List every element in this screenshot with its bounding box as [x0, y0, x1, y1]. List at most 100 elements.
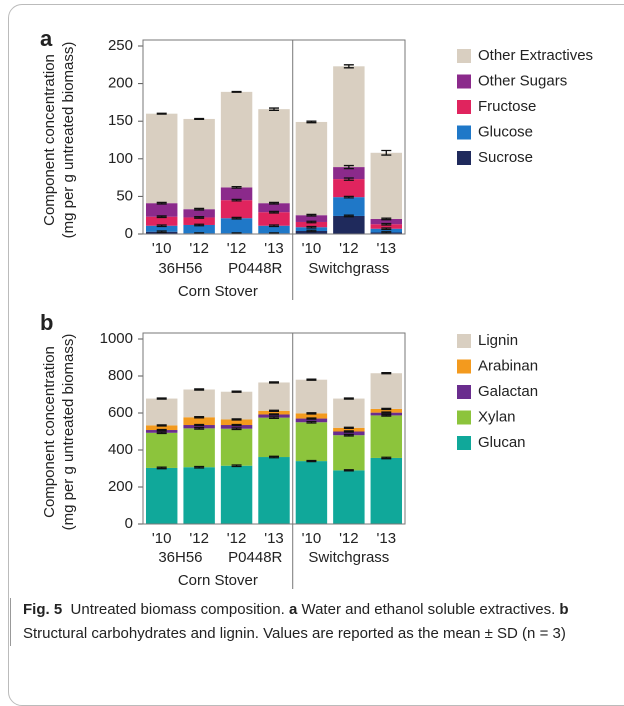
error-bar	[381, 217, 392, 221]
bar-segment	[258, 410, 290, 415]
bar-segment	[183, 428, 215, 468]
error-bar	[306, 420, 317, 424]
bar-segment	[145, 113, 178, 204]
error-bar	[269, 210, 279, 214]
error-bar	[381, 231, 392, 234]
group-label: Switchgrass	[308, 549, 389, 566]
page: a Component concentration (mg per g untrea…	[8, 4, 624, 706]
x-tick-label: '10	[152, 530, 172, 547]
legend-label: Glucan	[478, 434, 526, 451]
x-tick-label: '12	[227, 530, 247, 547]
y-tick-label: 600	[108, 404, 133, 421]
error-bar	[343, 426, 354, 430]
legend-swatch	[457, 359, 471, 374]
y-axis-label: Component concentration	[41, 346, 58, 518]
bar-segment	[220, 465, 253, 524]
error-bar	[343, 469, 354, 472]
y-axis-label: (mg per g untreated biomass)	[60, 334, 77, 531]
bar-segment	[220, 187, 253, 201]
bar-segment	[145, 467, 178, 524]
bar-segment	[370, 415, 403, 458]
bar-segment	[220, 218, 253, 234]
bar-segment	[183, 389, 215, 418]
x-tick-label: '13	[264, 240, 284, 257]
legend-swatch	[457, 410, 471, 425]
error-bar	[306, 229, 317, 233]
legend-swatch	[457, 151, 471, 165]
bar-segment	[220, 425, 253, 429]
caption-a-text: Water and ethanol soluble extractives.	[301, 601, 556, 618]
error-bar	[156, 201, 167, 205]
error-bar	[381, 149, 392, 156]
bar-segment	[370, 228, 403, 233]
bar-segment	[370, 218, 403, 225]
bar-segment	[258, 414, 290, 418]
bar-segment	[183, 118, 215, 210]
error-bar	[194, 388, 205, 391]
x-tick-label: '10	[152, 240, 172, 257]
bar-segment	[333, 66, 365, 168]
x-tick-label: '13	[377, 530, 397, 547]
bar-segment	[295, 418, 328, 423]
error-bar	[306, 220, 317, 224]
legend-swatch	[457, 49, 471, 63]
bar-segment	[145, 203, 178, 217]
bar-segment	[295, 221, 328, 228]
panel-label: a	[40, 26, 53, 51]
error-bar	[194, 416, 205, 419]
legend-swatch	[457, 125, 471, 140]
error-bar	[381, 414, 392, 417]
error-bar	[381, 407, 392, 411]
bar-segment	[145, 398, 178, 426]
x-tick-label: '10	[302, 240, 322, 257]
x-tick-label: '12	[227, 240, 247, 257]
error-bar	[381, 456, 392, 460]
error-bar	[343, 433, 354, 437]
bar-segment	[333, 197, 365, 216]
y-tick-label: 1000	[100, 330, 133, 347]
y-tick-label: 0	[125, 515, 133, 532]
legend-label: Glucose	[478, 123, 533, 140]
plot-frame	[142, 39, 406, 235]
legend-label: Xylan	[478, 408, 516, 425]
error-bar	[269, 455, 279, 459]
error-bar	[381, 222, 392, 226]
error-bar	[306, 417, 317, 420]
legend-label: Lignin	[478, 332, 518, 349]
bar-segment	[370, 152, 403, 219]
bar-segment	[333, 427, 365, 432]
bar-segment	[145, 216, 178, 226]
legend-label: Arabinan	[478, 357, 538, 374]
legend-label: Galactan	[478, 383, 538, 400]
caption-a: a	[288, 601, 298, 618]
bar-segment	[295, 227, 328, 231]
bar-segment	[220, 91, 253, 188]
y-tick-label: 800	[108, 367, 133, 384]
bar-segment	[183, 467, 215, 524]
bar-segment	[145, 432, 178, 468]
caption-label: Fig. 5	[23, 601, 63, 618]
error-bar	[231, 418, 242, 421]
supergroup-label: Corn Stover	[178, 572, 258, 589]
legend-swatch	[457, 436, 471, 450]
bar-segment	[295, 121, 328, 216]
caption-b-text: Structural carbohydrates and lignin. Val…	[23, 625, 566, 642]
error-bar	[306, 459, 317, 463]
bar-segment	[220, 200, 253, 219]
bar-segment	[258, 417, 290, 458]
error-bar	[194, 216, 205, 219]
group-label: 36H56	[158, 260, 202, 277]
bar-segment	[183, 417, 215, 426]
legend-label: Sucrose	[478, 149, 533, 166]
bar-segment	[333, 470, 365, 524]
bar-segment	[295, 461, 328, 524]
error-bar	[231, 423, 242, 427]
y-axis-label: Component concentration	[41, 54, 58, 226]
bar-segment	[370, 373, 403, 409]
x-tick-label: '12	[339, 530, 359, 547]
error-bar	[156, 215, 167, 219]
error-bar	[269, 224, 279, 228]
bar-segment	[333, 179, 365, 198]
error-bar	[156, 230, 167, 234]
